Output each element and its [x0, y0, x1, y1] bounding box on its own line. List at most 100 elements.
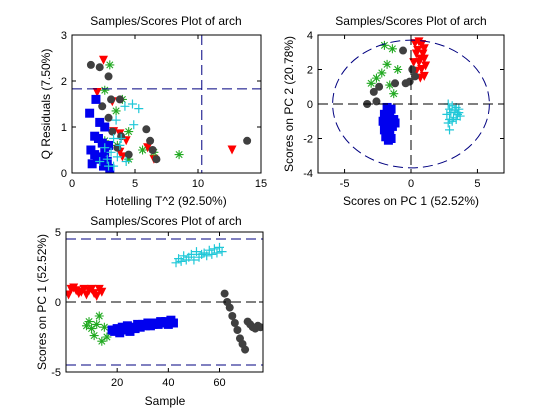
data-point: [99, 55, 108, 65]
y-tick-label: 5: [55, 227, 61, 239]
data-point: [233, 326, 242, 334]
data-point: [243, 136, 252, 145]
data-point: [85, 108, 95, 118]
data-point: [176, 256, 186, 266]
data-point: [418, 49, 428, 59]
y-tick-label: -5: [51, 367, 61, 379]
data-point: [115, 328, 125, 338]
markers-group: [66, 242, 263, 354]
data-point: [401, 79, 410, 88]
data-point: [87, 159, 97, 169]
data-point: [107, 95, 116, 104]
data-point: [455, 111, 465, 121]
x-tick-label: 5: [474, 178, 480, 190]
x-tick-label: 40: [162, 377, 174, 389]
data-point: [382, 123, 392, 133]
y-tick-label: 3: [61, 30, 67, 42]
data-point: [106, 147, 116, 157]
y-tick-label: 0: [55, 297, 61, 309]
data-point: [87, 324, 97, 334]
axis-ticks: 20 40 60 -5 0 5: [51, 227, 263, 389]
y-axis-label: Scores on PC 2 (20.78%): [282, 36, 296, 172]
data-point: [92, 319, 102, 329]
data-point: [220, 289, 229, 298]
data-point: [93, 134, 103, 143]
y-tick-label: 4: [307, 30, 313, 42]
data-point: [411, 49, 421, 59]
data-point: [99, 161, 108, 171]
y-tick-label: -2: [303, 134, 313, 146]
data-point: [121, 157, 131, 166]
data-point: [124, 127, 134, 137]
data-point: [129, 120, 139, 130]
data-point: [108, 127, 117, 136]
data-point: [174, 150, 184, 160]
data-point: [191, 247, 201, 257]
confidence-ellipse: [332, 39, 490, 169]
chart-panel-q-vs-t2: Samples/Scores Plot of arch 0 5 10 15 0 1 2 3 H…: [39, 14, 267, 208]
data-point: [386, 104, 396, 114]
data-point: [379, 40, 389, 50]
data-point: [186, 249, 196, 259]
data-point: [377, 68, 387, 78]
chart-panel-pc2-vs-pc1: Samples/Scores Plot of arch -5 0 5-4-2024 …: [282, 14, 505, 208]
y-tick-label: 2: [307, 65, 313, 77]
data-point: [98, 102, 107, 111]
data-point: [443, 118, 453, 128]
data-point: [393, 65, 403, 74]
chart-title: Samples/Scores Plot of arch: [335, 14, 486, 28]
data-point: [375, 82, 384, 91]
data-point: [168, 318, 178, 328]
data-point: [96, 154, 106, 164]
data-point: [134, 104, 144, 114]
data-point: [97, 287, 107, 297]
data-point: [86, 145, 96, 155]
data-point: [371, 73, 381, 83]
data-point: [92, 291, 102, 301]
y-tick-label: 0: [307, 99, 313, 111]
data-point: [95, 117, 105, 127]
data-point: [391, 79, 400, 88]
x-tick-label: 5: [132, 178, 138, 190]
data-point: [104, 161, 114, 171]
data-point: [454, 104, 464, 114]
data-point: [124, 154, 134, 164]
data-point: [383, 135, 393, 145]
data-point: [142, 125, 151, 134]
data-point: [366, 78, 376, 88]
data-point: [100, 85, 110, 95]
data-point: [389, 89, 399, 99]
reference-lines: [318, 35, 504, 173]
data-point: [127, 99, 137, 109]
axis-ticks: -5 0 5 -4 -2 0 2 4: [303, 30, 504, 190]
x-axis-label: Hotelling T^2 (92.50%): [105, 194, 226, 208]
data-point: [385, 80, 395, 90]
data-point: [100, 143, 110, 153]
data-point: [410, 72, 419, 81]
data-point: [445, 125, 455, 135]
data-point: [94, 311, 104, 321]
x-tick-label: 20: [111, 377, 123, 389]
data-point: [230, 319, 239, 327]
data-point: [81, 321, 91, 331]
data-point: [84, 317, 94, 327]
data-point: [97, 138, 107, 148]
data-point: [91, 94, 101, 104]
data-point: [117, 152, 127, 162]
data-point: [143, 143, 153, 153]
data-point: [390, 118, 400, 128]
axis-ticks: 0 5 10 15 0 1 2 3: [61, 30, 267, 190]
y-axis-label: Q Residuals (7.50%): [39, 49, 53, 160]
x-axis-label: Sample: [145, 394, 186, 408]
data-point: [115, 140, 125, 150]
data-point: [225, 303, 234, 312]
x-tick-label: 15: [255, 178, 267, 190]
data-point: [447, 116, 457, 126]
data-point: [115, 95, 124, 104]
data-point: [382, 59, 392, 69]
data-point: [202, 251, 212, 261]
data-point: [138, 145, 148, 155]
data-point: [419, 44, 429, 54]
data-point: [421, 61, 431, 71]
